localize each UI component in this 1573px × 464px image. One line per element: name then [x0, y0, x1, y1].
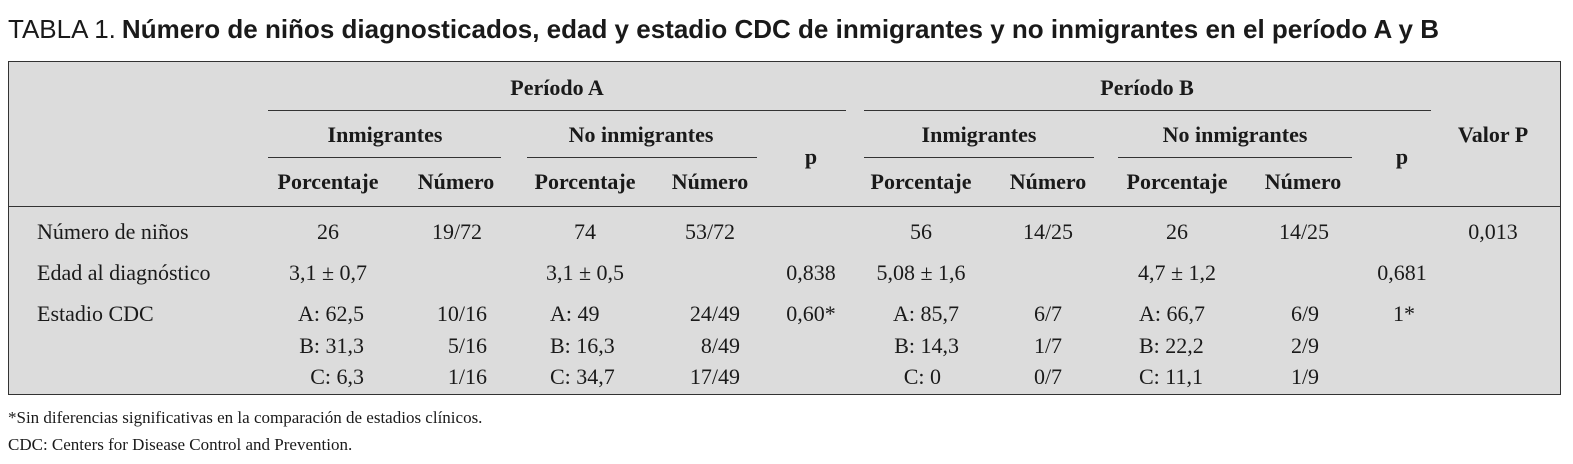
- header-a-no-numero: Número: [671, 169, 749, 194]
- table-caption: Número de niños diagnosticados, edad y e…: [121, 14, 1440, 44]
- cell-estadio-b-no-num-a: 6/9: [1290, 301, 1320, 326]
- rule-period-a: [268, 110, 846, 111]
- cell-estadio-a-no-pct-a: A: 49: [550, 301, 600, 326]
- cell-edad-a-p: 0,838: [786, 260, 836, 285]
- header-a-inm-porcentaje: Porcentaje: [277, 169, 379, 194]
- header-a-p: p: [804, 144, 818, 169]
- cell-estadio-a-inm-num-b: 5/16: [447, 333, 487, 358]
- header-a-inm-numero: Número: [417, 169, 495, 194]
- cell-estadio-b-inm-pct-a: A: 85,7: [893, 301, 959, 326]
- cell-estadio-b-inm-num-b: 1/7: [1033, 333, 1063, 358]
- cell-estadio-b-no-pct-b: B: 22,2: [1139, 333, 1204, 358]
- header-b-no-porcentaje: Porcentaje: [1126, 169, 1228, 194]
- header-valor-p: Valor P: [1457, 122, 1529, 147]
- header-period-b: Período B: [1100, 75, 1194, 100]
- cell-estadio-b-inm-pct-b: B: 14,3: [894, 333, 959, 358]
- cell-ninos-a-no-num: 53/72: [684, 219, 736, 244]
- cell-estadio-b-p: 1*: [1393, 301, 1415, 326]
- table-title: TABLA 1. Número de niños diagnosticados, …: [8, 14, 1439, 45]
- cell-estadio-a-no-num-b: 8/49: [700, 333, 740, 358]
- rule-b-inmigrantes: [864, 157, 1094, 158]
- cell-ninos-b-inm-pct: 56: [910, 219, 932, 244]
- cell-estadio-a-p: 0,60*: [786, 301, 836, 326]
- cell-ninos-a-inm-pct: 26: [317, 219, 339, 244]
- cell-edad-a-inm: 3,1 ± 0,7: [288, 260, 368, 285]
- cell-estadio-a-no-pct-b: B: 16,3: [550, 333, 615, 358]
- cell-ninos-b-inm-num: 14/25: [1022, 219, 1074, 244]
- cell-edad-b-p: 0,681: [1377, 260, 1427, 285]
- cell-estadio-b-no-pct-c: C: 11,1: [1139, 364, 1203, 389]
- cell-estadio-a-no-pct-c: C: 34,7: [550, 364, 615, 389]
- row-label-estadio: Estadio CDC: [37, 301, 154, 326]
- cell-ninos-valor-p: 0,013: [1468, 219, 1518, 244]
- cell-estadio-a-inm-pct-a: A: 62,5: [298, 301, 364, 326]
- header-separator: [9, 206, 1560, 207]
- header-b-inm-porcentaje: Porcentaje: [870, 169, 972, 194]
- data-table: Período A Período B Inmigrantes No inmig…: [8, 61, 1561, 395]
- cell-ninos-a-no-pct: 74: [574, 219, 596, 244]
- table-number: TABLA 1.: [8, 14, 116, 44]
- footnote-cdc: CDC: Centers for Disease Control and Pre…: [8, 435, 353, 454]
- cell-ninos-b-no-pct: 26: [1166, 219, 1188, 244]
- header-period-a: Período A: [510, 75, 604, 100]
- cell-estadio-b-no-num-b: 2/9: [1290, 333, 1320, 358]
- header-b-no-numero: Número: [1264, 169, 1342, 194]
- header-b-inm-numero: Número: [1009, 169, 1087, 194]
- header-a-no-porcentaje: Porcentaje: [534, 169, 636, 194]
- cell-ninos-a-inm-num: 19/72: [431, 219, 483, 244]
- header-a-inmigrantes: Inmigrantes: [327, 122, 443, 147]
- cell-estadio-a-no-num-a: 24/49: [689, 301, 740, 326]
- cell-edad-a-no: 3,1 ± 0,5: [545, 260, 625, 285]
- rule-a-inmigrantes: [268, 157, 501, 158]
- cell-ninos-b-no-num: 14/25: [1278, 219, 1330, 244]
- cell-estadio-b-inm-num-c: 0/7: [1033, 364, 1063, 389]
- cell-edad-b-no: 4,7 ± 1,2: [1137, 260, 1217, 285]
- cell-estadio-a-inm-pct-b: B: 31,3: [299, 333, 364, 358]
- header-b-inmigrantes: Inmigrantes: [921, 122, 1037, 147]
- header-a-no-inmigrantes: No inmigrantes: [568, 122, 714, 147]
- footnote-significance: *Sin diferencias significativas en la co…: [8, 408, 483, 427]
- cell-estadio-b-no-pct-a: A: 66,7: [1139, 301, 1205, 326]
- cell-estadio-b-inm-num-a: 6/7: [1033, 301, 1063, 326]
- cell-estadio-a-inm-num-a: 10/16: [436, 301, 487, 326]
- header-b-no-inmigrantes: No inmigrantes: [1162, 122, 1308, 147]
- cell-estadio-a-no-num-c: 17/49: [689, 364, 740, 389]
- rule-period-b: [864, 110, 1431, 111]
- header-b-p: p: [1395, 144, 1409, 169]
- rule-a-no-inmigrantes: [527, 157, 757, 158]
- rule-b-no-inmigrantes: [1118, 157, 1352, 158]
- cell-estadio-a-inm-pct-c: C: 6,3: [310, 364, 364, 389]
- row-label-edad: Edad al diagnóstico: [37, 260, 211, 285]
- cell-estadio-b-no-num-c: 1/9: [1290, 364, 1320, 389]
- row-label-ninos: Número de niños: [37, 219, 189, 244]
- cell-estadio-b-inm-pct-c: C: 0: [903, 364, 941, 389]
- cell-edad-b-inm: 5,08 ± 1,6: [876, 260, 966, 285]
- cell-estadio-a-inm-num-c: 1/16: [447, 364, 487, 389]
